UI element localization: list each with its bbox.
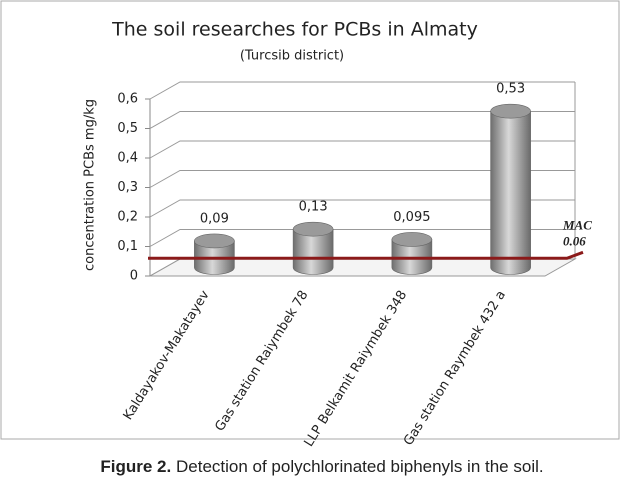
grid-line [149,199,575,218]
data-label: 0,09 [200,211,229,226]
threshold-value: 0.06 [563,233,586,248]
chart-subtitle: (Turcsib district) [240,49,344,64]
grid-line [149,111,575,129]
grid-line [149,170,575,188]
bar [194,233,235,275]
chart-title: The soil researches for PCBs in Almaty [111,19,478,41]
bar-top [194,233,235,249]
grid-line [149,81,575,100]
figure-caption: Figure 2. Detection of polychlorinated b… [100,457,543,476]
y-tick-label: 0,3 [117,180,138,195]
bar-top [490,103,531,119]
bar [292,221,334,275]
caption-label: Figure 2. [100,457,171,476]
grid-line [149,229,575,247]
bar-body [292,228,334,275]
data-label: 0,095 [393,210,430,225]
data-label: 0,13 [299,200,328,215]
threshold-label: MAC [562,217,592,232]
bar-body [490,110,531,275]
data-label: 0,53 [496,82,525,97]
y-tick-label: 0,1 [117,239,138,254]
y-tick-label: 0,2 [117,210,138,225]
y-tick-label: 0,6 [117,92,138,107]
bar-top [292,221,334,237]
bar [391,232,433,275]
threshold-line [148,250,584,260]
grid-line [149,140,575,159]
bar-top [391,232,433,247]
y-axis-label: concentration PCBs mg/kg [83,99,98,271]
y-tick-label: 0,5 [117,121,138,136]
bar [490,103,531,275]
caption-text: Detection of polychlorinated biphenyls i… [176,457,544,476]
y-tick-label: 0,4 [117,151,138,166]
y-tick-label: 0 [130,269,138,284]
